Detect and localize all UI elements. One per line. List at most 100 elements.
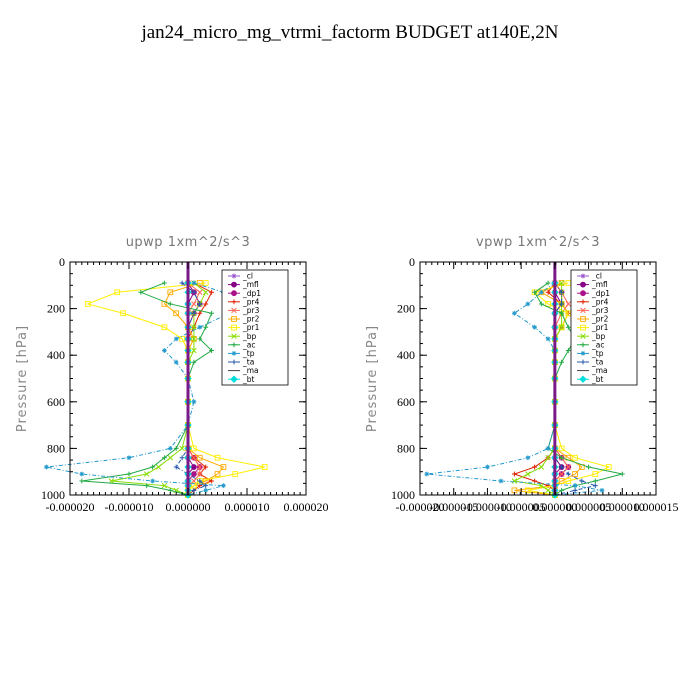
series-point-ac	[79, 478, 85, 484]
series-point-tp	[126, 455, 132, 461]
series-point-ta	[592, 483, 598, 489]
chart-title: upwp 1xm^2/s^3	[126, 235, 251, 250]
series-point-tp	[424, 471, 430, 477]
legend-label: _ac	[242, 340, 255, 349]
series-point-ta	[565, 471, 571, 477]
legend-item-pr4: _pr4	[577, 297, 609, 306]
series-point-bp	[545, 454, 551, 461]
series-point-ac	[197, 336, 203, 342]
legend-label: _dp1	[242, 289, 261, 298]
legend-item-bt: _bt	[577, 375, 604, 384]
series-point-pr4	[197, 310, 203, 316]
legend-label: _pr1	[242, 323, 260, 332]
series-point-bp	[191, 347, 197, 354]
y-tick-label: 200	[47, 302, 65, 316]
series-point-ac	[592, 478, 598, 484]
series-point-tp	[221, 483, 226, 489]
series-point-pr4	[209, 289, 214, 295]
legend-label: _ma	[591, 366, 608, 375]
series-point-bp	[511, 478, 518, 484]
series-point-tp	[150, 478, 155, 484]
series-point-bp	[167, 454, 174, 461]
series-point-pr2	[196, 454, 203, 461]
series-point-ac	[203, 324, 209, 330]
legend-label: _cl	[591, 272, 602, 281]
series-point-bp	[155, 464, 162, 470]
series-point-ta	[559, 289, 564, 295]
series-point-ac	[559, 455, 564, 461]
series-point-bp	[179, 445, 185, 452]
legend-label: _bp	[591, 332, 606, 341]
series-point-tp	[79, 471, 85, 477]
series-point-pr3	[565, 301, 572, 307]
legend-item-ac: _ac	[577, 340, 604, 349]
upwp-panel: upwp 1xm^2/s^3 Pressure [hPa] 0 200 400 600 80…	[15, 235, 329, 514]
x-tick-label: -0.000020	[396, 500, 445, 514]
legend-item-dp1: _dp1	[228, 289, 261, 298]
legend-label: _pr2	[242, 315, 260, 324]
legend-item-mfl: _mfl	[228, 280, 259, 289]
series-point-ac	[173, 446, 179, 451]
legend-marker	[231, 316, 237, 322]
series-point-pr2	[214, 471, 221, 477]
series-point-ac	[532, 289, 538, 295]
series-point-tp	[599, 487, 605, 493]
legend-item-tp: _tp	[228, 349, 255, 358]
series-point-ta	[559, 301, 564, 307]
series-point-bp	[538, 482, 545, 489]
series-point-ac	[565, 324, 571, 330]
series-point-pr4	[545, 289, 551, 295]
legend-label: _pr4	[591, 297, 609, 306]
series-point-tp	[485, 464, 490, 470]
y-tick-label: 1000	[391, 488, 415, 502]
legend-item-pr4: _pr4	[228, 297, 260, 306]
series-point-bp	[143, 471, 150, 477]
series-point-bp	[161, 482, 168, 489]
y-tick-label: 400	[397, 348, 415, 362]
legend-label: _mfl	[591, 280, 608, 289]
series-point-ta	[579, 478, 585, 484]
legend-marker	[230, 375, 238, 383]
series-point-pr3	[191, 478, 197, 484]
legend-marker	[580, 273, 586, 279]
series-point-pr1	[261, 464, 268, 470]
series-point-pr2	[220, 464, 227, 470]
x-tick-label: -0.000015	[429, 500, 478, 514]
legend-item-ta: _ta	[577, 358, 603, 367]
series-point-tp	[532, 324, 538, 330]
series-point-pr2	[173, 310, 180, 317]
series-point-pr4	[209, 478, 214, 484]
legend-item-bp: _bp	[577, 332, 606, 341]
legend-label: _tp	[591, 349, 604, 358]
legend-label: _pr3	[242, 306, 260, 315]
legend-label: _cl	[242, 272, 253, 281]
y-tick-label: 600	[397, 395, 415, 409]
series-point-ta	[572, 487, 578, 493]
series-point-ac	[209, 348, 214, 353]
legend: _cl_mfl_dp1_pr4_pr3_pr2_pr1_bp_ac_tp_ta_…	[221, 269, 289, 386]
series-point-tp	[191, 399, 197, 405]
series-point-ta	[191, 289, 197, 295]
legend-marker	[580, 359, 586, 365]
series-point-pr1	[84, 301, 91, 307]
legend-marker	[580, 281, 586, 288]
series-point-pr3	[197, 471, 203, 477]
series-point-tp	[191, 280, 197, 286]
series-point-ta	[197, 478, 203, 484]
legend: _cl_mfl_dp1_pr4_pr3_pr2_pr1_bp_ac_tp_ta_…	[570, 269, 638, 386]
series-point-tp	[167, 446, 173, 451]
x-tick-label: 0.000000	[532, 500, 577, 514]
series-point-pr1	[592, 471, 599, 477]
legend-marker	[580, 342, 586, 348]
x-tick-label: 0.000005	[566, 500, 611, 514]
legend-label: _pr1	[591, 323, 609, 332]
series-point-pr1	[120, 310, 126, 317]
series-point-pr1	[605, 464, 612, 470]
series-point-pr4	[203, 301, 209, 307]
legend-marker	[231, 290, 237, 297]
legend-item-ma: _ma	[577, 366, 608, 375]
series-point-mfl	[191, 464, 197, 470]
series-point-ac	[191, 359, 197, 365]
series-point-ta	[179, 280, 185, 286]
